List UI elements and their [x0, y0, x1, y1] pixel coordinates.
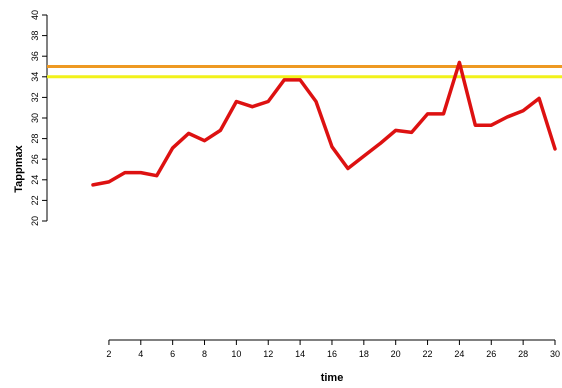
- series-line: [91, 60, 557, 187]
- y-tick-label: 38: [30, 31, 40, 41]
- x-tick-label: 2: [106, 349, 111, 359]
- x-tick-label: 30: [550, 349, 560, 359]
- x-axis-title: time: [321, 372, 344, 384]
- x-tick-label: 26: [486, 349, 496, 359]
- y-tick-label: 26: [30, 154, 40, 164]
- x-tick-label: 20: [391, 349, 401, 359]
- x-tick-label: 14: [295, 349, 305, 359]
- y-tick-label: 20: [30, 216, 40, 226]
- y-tick-label: 22: [30, 195, 40, 205]
- y-tick-label: 28: [30, 134, 40, 144]
- y-tick-label: 36: [30, 51, 40, 61]
- x-tick-label: 6: [170, 349, 175, 359]
- x-tick-label: 12: [263, 349, 273, 359]
- y-tick-label: 40: [30, 10, 40, 20]
- x-axis: 2 4 6 8 10 12 14 16 18 20 22 24 26 28 30: [106, 339, 560, 359]
- y-tick-label: 24: [30, 175, 40, 185]
- x-tick-label: 8: [202, 349, 207, 359]
- x-tick-label: 22: [423, 349, 433, 359]
- x-tick-label: 4: [138, 349, 143, 359]
- x-tick-label: 16: [327, 349, 337, 359]
- y-tick-label: 32: [30, 92, 40, 102]
- y-tick-label: 30: [30, 113, 40, 123]
- x-tick-label: 24: [454, 349, 464, 359]
- series-group: [91, 60, 557, 187]
- x-tick-label: 10: [231, 349, 241, 359]
- y-tick-label: 34: [30, 72, 40, 82]
- x-tick-label: 28: [518, 349, 528, 359]
- x-tick-label: 18: [359, 349, 369, 359]
- reference-lines: [47, 65, 562, 79]
- y-axis-title: Tappmax: [13, 144, 25, 192]
- y-axis: 20 22 24 26 28 30 32 34 36 38 40: [30, 10, 48, 226]
